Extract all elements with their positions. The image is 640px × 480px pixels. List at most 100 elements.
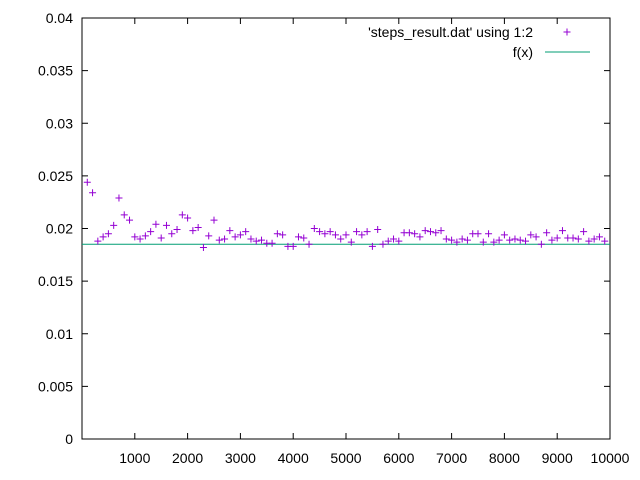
y-tick-label: 0.03 [46,115,73,131]
data-point [305,240,313,248]
data-point [162,221,170,229]
legend-label-data: 'steps_result.dat' using 1:2 [368,24,533,40]
x-tick-label: 5000 [330,450,361,466]
x-tick-label: 8000 [489,450,520,466]
legend-plus-marker [563,28,571,36]
legend-marker-data [563,28,571,36]
data-point [374,226,382,234]
data-point [548,236,556,244]
x-tick-label: 2000 [172,450,203,466]
data-point [321,230,329,238]
x-tick-label: 9000 [542,450,573,466]
data-point [485,230,493,238]
data-point [115,194,123,202]
data-point [453,238,461,246]
data-point [595,233,603,241]
y-tick-label: 0.01 [46,326,73,342]
x-tick-label: 4000 [278,450,309,466]
legend-label-fit: f(x) [513,44,533,60]
legend: 'steps_result.dat' using 1:2 f(x) [368,24,590,60]
data-point [411,230,419,238]
data-point [247,235,255,243]
data-point [104,230,112,238]
plot-frame [81,17,611,440]
y-tick-label: 0.015 [38,273,73,289]
x-tick-label: 1000 [119,450,150,466]
data-point [147,228,155,236]
y-tick-label: 0.005 [38,378,73,394]
data-point [553,234,561,242]
data-point [215,236,223,244]
data-point [416,233,424,241]
y-axis-ticks: 0 0.005 0.01 0.015 0.02 0.025 0.03 0.035 0.04 [38,10,610,447]
data-point [522,237,530,245]
x-tick-label: 10000 [591,450,630,466]
data-point [543,229,551,237]
data-point [194,223,202,231]
data-point [437,227,445,235]
data-point [511,235,519,243]
data-point [601,237,609,245]
data-point [300,234,308,242]
data-point [495,236,503,244]
data-point [258,236,266,244]
data-point [221,235,229,243]
data-point [199,243,207,251]
data-point [152,220,160,228]
data-point [279,231,287,239]
data-point [310,225,318,232]
data-point [390,235,398,243]
data-point [120,211,128,219]
data-point [226,227,234,235]
data-point [448,236,456,244]
data-point [210,216,218,224]
y-tick-label: 0 [65,431,73,447]
data-point [178,211,186,219]
data-point [157,234,165,242]
y-tick-label: 0.035 [38,63,73,79]
data-point [395,237,403,245]
data-point [463,236,471,244]
data-point [184,214,192,222]
data-point [580,228,588,236]
data-point [532,233,540,241]
data-point [558,227,566,235]
x-tick-label: 6000 [383,450,414,466]
data-point [342,231,350,239]
data-point [316,228,324,236]
data-point [426,228,434,236]
data-point [353,228,361,236]
data-point [273,230,281,238]
data-point [331,231,339,239]
data-point [89,189,97,197]
data-point [590,235,598,243]
x-axis-ticks: 1000 2000 3000 4000 5000 6000 7000 8000 9000 1000… [119,18,630,466]
data-point [252,237,260,245]
data-point [537,240,545,248]
data-point [268,239,276,247]
data-point [168,230,176,238]
data-point [405,229,413,237]
data-point [242,228,250,236]
data-point [173,226,181,234]
y-tick-label: 0.025 [38,168,73,184]
data-point [421,227,429,235]
data-point [205,232,213,240]
data-point [110,221,118,229]
y-tick-label: 0.02 [46,221,73,237]
data-point [368,242,376,250]
data-point [189,227,197,235]
data-point [94,237,102,245]
data-point [527,231,535,239]
data-point [99,233,107,241]
data-point [289,242,297,250]
data-point [442,235,450,243]
data-point [337,235,345,243]
data-point [136,235,144,243]
data-point [516,236,524,244]
data-point [458,235,466,243]
data-point [126,216,134,224]
data-point [236,231,244,239]
data-point [500,231,508,239]
